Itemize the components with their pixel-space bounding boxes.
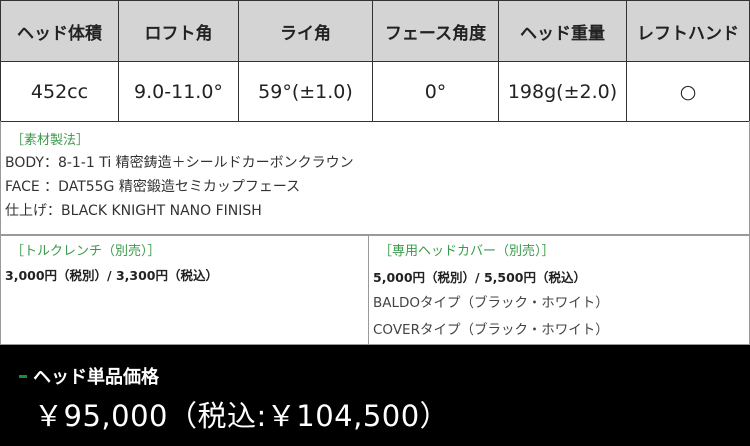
price-banner: ヘッド単品価格 ￥95,000（税込:￥104,500） bbox=[0, 345, 750, 446]
header-loft: ロフト角 bbox=[118, 0, 239, 62]
spec-value-row: 452cc 9.0-11.0° 59°(±1.0) 0° 198g(±2.0) … bbox=[0, 61, 750, 122]
green-dash-icon bbox=[19, 374, 27, 378]
spec-header-row: ヘッド体積 ロフト角 ライ角 フェース角度 ヘッド重量 レフトハンド bbox=[0, 0, 750, 62]
head-cover-section: ［専用ヘッドカバー（別売）］ 5,000円（税別）/ 5,500円（税込） BA… bbox=[368, 235, 750, 345]
torque-wrench-title: ［トルクレンチ（別売）］ bbox=[11, 244, 161, 259]
torque-wrench-price: 3,000円（税別）/ 3,300円（税込） bbox=[5, 268, 218, 283]
header-face-angle: フェース角度 bbox=[372, 0, 499, 62]
value-head-weight: 198g(±2.0) bbox=[498, 61, 627, 122]
head-cover-type-baldo: BALDOタイプ（ブラック・ホワイト） bbox=[373, 295, 609, 311]
materials-title: ［素材製法］ bbox=[11, 133, 90, 148]
materials-face: FACE ：DAT55G 精密鍛造セミカップフェース bbox=[5, 179, 301, 195]
header-head-volume: ヘッド体積 bbox=[0, 0, 119, 62]
header-left-hand: レフトハンド bbox=[626, 0, 750, 62]
spec-table: ヘッド体積 ロフト角 ライ角 フェース角度 ヘッド重量 レフトハンド 452cc… bbox=[0, 0, 750, 122]
head-cover-type-cover: COVERタイプ（ブラック・ホワイト） bbox=[373, 322, 609, 338]
value-face-angle: 0° bbox=[372, 61, 499, 122]
value-lie: 59°(±1.0) bbox=[238, 61, 373, 122]
materials-body: BODY：8-1-1 Ti 精密鋳造＋シールドカーボンクラウン bbox=[5, 155, 354, 171]
price-label: ヘッド単品価格 bbox=[33, 367, 159, 388]
head-cover-price: 5,000円（税別）/ 5,500円（税込） bbox=[373, 270, 586, 285]
torque-wrench-section: ［トルクレンチ（別売）］ 3,000円（税別）/ 3,300円（税込） bbox=[0, 235, 369, 345]
materials-section: ［素材製法］ BODY：8-1-1 Ti 精密鋳造＋シールドカーボンクラウン F… bbox=[0, 121, 750, 235]
head-cover-title: ［専用ヘッドカバー（別売）］ bbox=[379, 244, 555, 259]
value-left-hand: ○ bbox=[626, 61, 750, 122]
value-loft: 9.0-11.0° bbox=[118, 61, 239, 122]
value-head-volume: 452cc bbox=[0, 61, 119, 122]
materials-finish: 仕上げ：BLACK KNIGHT NANO FINISH bbox=[5, 203, 262, 219]
header-head-weight: ヘッド重量 bbox=[498, 0, 627, 62]
price-value: ￥95,000（税込:￥104,500） bbox=[34, 399, 450, 433]
header-lie: ライ角 bbox=[238, 0, 373, 62]
